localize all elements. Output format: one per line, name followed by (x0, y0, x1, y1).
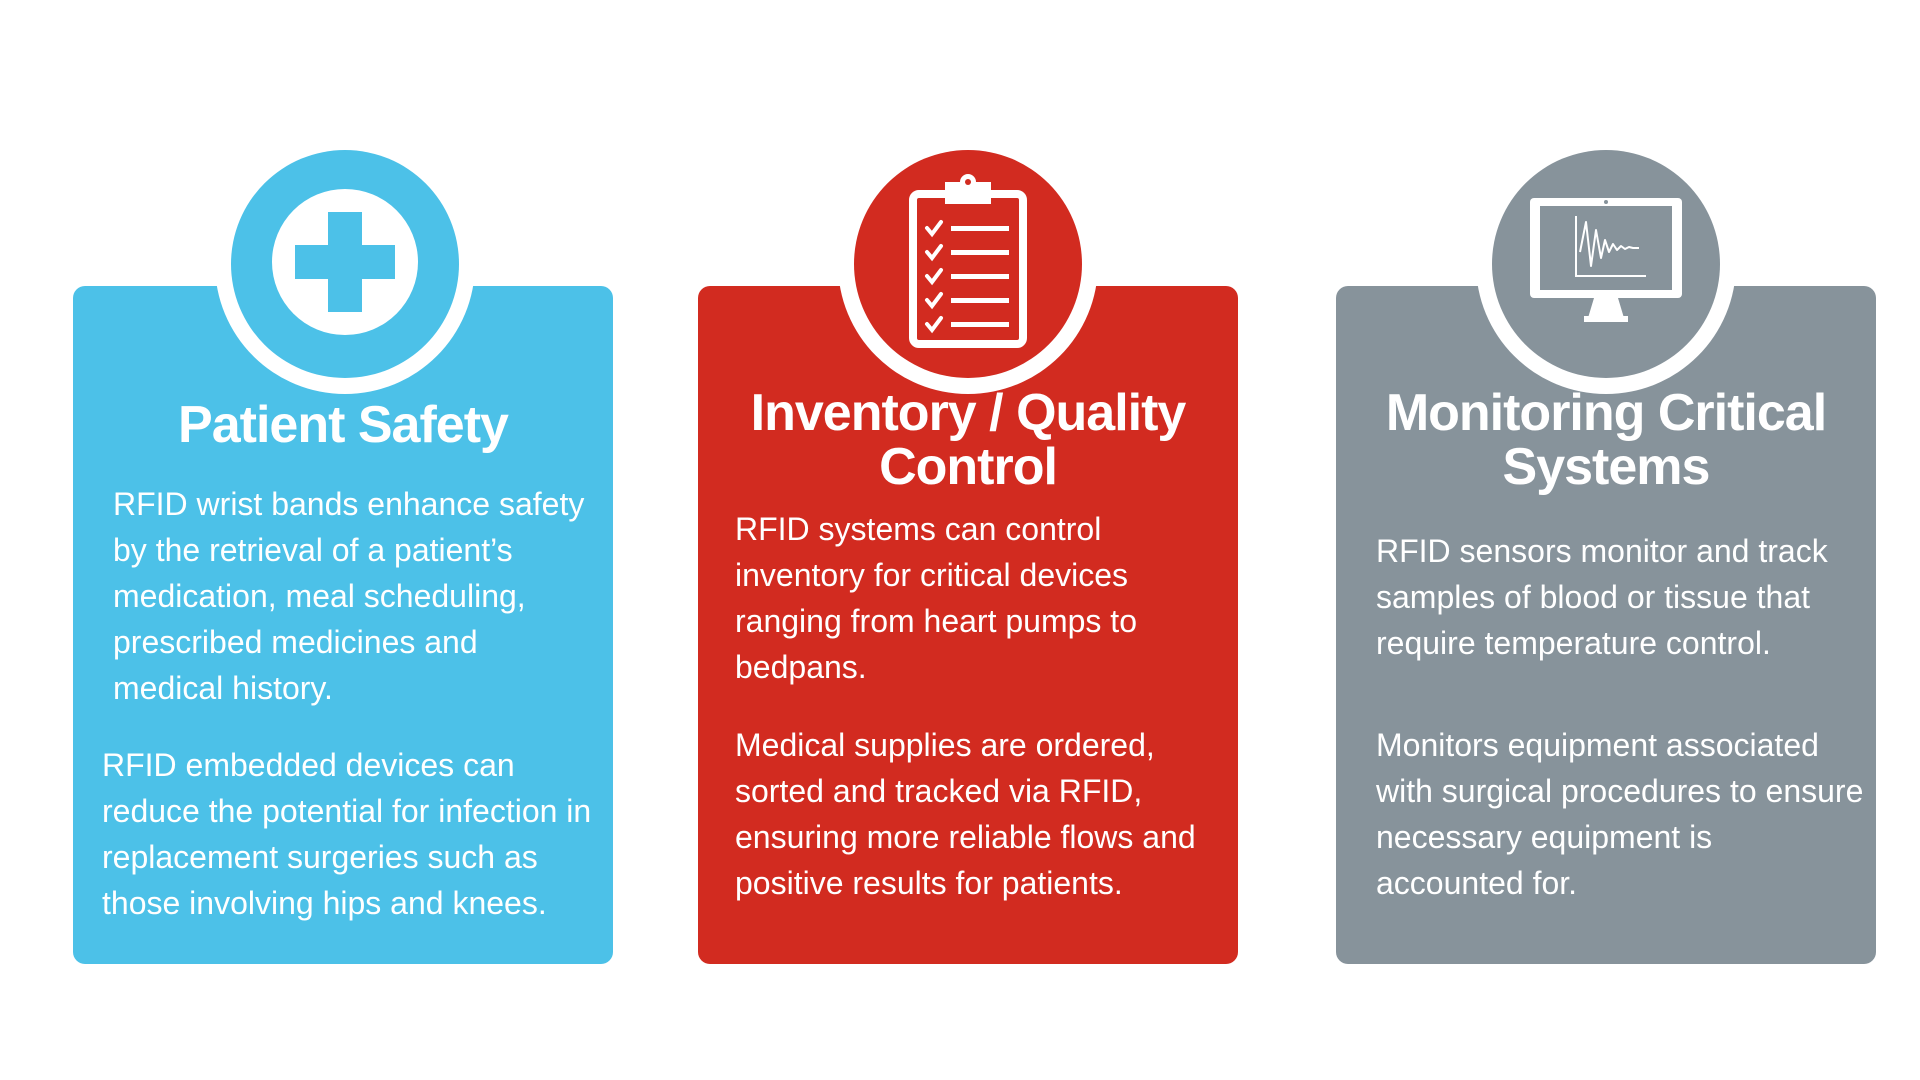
card-paragraph: RFID sensors monitor and track samples o… (1376, 533, 1828, 661)
clipboard-checklist-icon (903, 172, 1033, 357)
monitoring-badge (1476, 134, 1736, 394)
monitor-waveform-icon (1526, 192, 1686, 337)
card-paragraph: RFID wrist bands enhance safety by the r… (113, 486, 585, 706)
card-paragraph: Medical supplies are ordered, sorted and… (735, 727, 1196, 901)
medical-cross-icon (270, 187, 420, 342)
card-title: Inventory / Quality Control (750, 384, 1187, 496)
patient-safety-badge (215, 134, 475, 394)
monitoring-critical-card: Monitoring Critical Systems RFID sensors… (1336, 286, 1876, 964)
card-title: Monitoring Critical Systems (1385, 384, 1827, 496)
card-paragraph: RFID systems can control inventory for c… (735, 511, 1137, 685)
patient-safety-card: Patient Safety RFID wrist bands enhance … (73, 286, 613, 964)
inventory-quality-card: Inventory / Quality Control RFID systems… (698, 286, 1238, 964)
card-paragraph: RFID embedded devices can reduce the pot… (102, 747, 592, 921)
card-title: Patient Safety (178, 396, 509, 454)
inventory-badge (838, 134, 1098, 394)
card-paragraph: Monitors equipment associated with surgi… (1376, 727, 1864, 901)
